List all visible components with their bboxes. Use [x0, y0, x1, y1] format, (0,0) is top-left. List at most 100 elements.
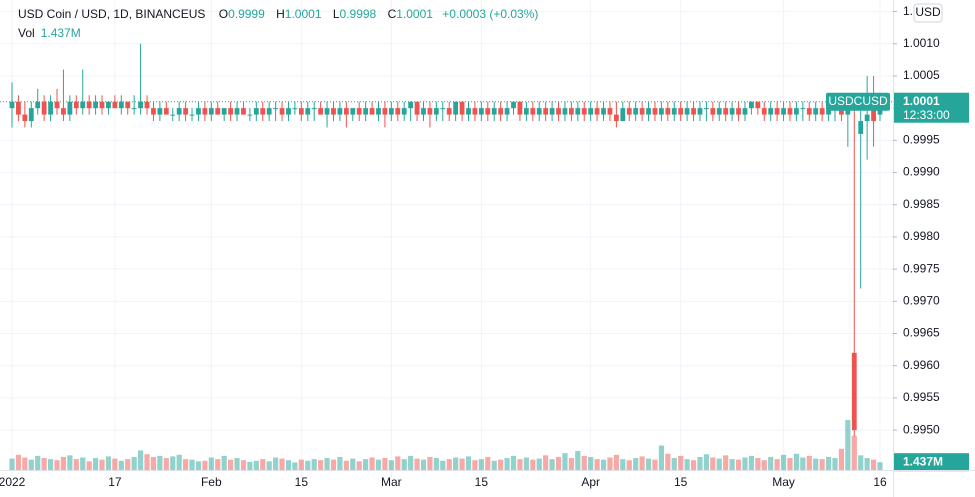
candle-body — [813, 108, 819, 115]
candle-body — [170, 114, 176, 116]
candle-body — [395, 108, 401, 115]
volume-bar — [92, 458, 99, 470]
currency-label: USD — [915, 5, 941, 19]
candle-body — [556, 108, 561, 115]
candle-body — [273, 108, 279, 110]
volume-bar — [176, 454, 182, 470]
candle-body — [208, 108, 214, 115]
x-tick-label: 15 — [295, 475, 309, 489]
candle-body — [839, 108, 844, 115]
candle-body — [48, 101, 53, 115]
volume-badge-label: 1.437M — [903, 454, 943, 468]
symbol-badge — [826, 92, 890, 111]
candle-body — [716, 108, 722, 115]
candle-body — [279, 108, 285, 115]
volume-row: Vol 1.437M — [18, 24, 544, 43]
candle-body — [292, 108, 298, 110]
volume-bar — [787, 458, 793, 470]
volume-bar — [703, 454, 709, 470]
volume-bar — [112, 458, 118, 470]
candle-body — [511, 101, 516, 109]
volume-bar — [568, 458, 574, 470]
volume-bar — [86, 461, 92, 470]
candle-body — [388, 108, 394, 115]
candle-body — [806, 108, 812, 115]
volume-bar — [240, 460, 247, 470]
candle-body — [22, 114, 28, 122]
volume-bar — [183, 459, 189, 470]
volume-bar — [375, 459, 382, 470]
volume-bar — [851, 435, 857, 470]
candle-body — [318, 108, 324, 115]
candle-body — [9, 101, 15, 109]
candle-body — [478, 108, 484, 115]
volume-bar — [305, 460, 311, 470]
candle-body — [671, 108, 677, 115]
volume-bar — [9, 458, 15, 470]
y-tick-label: 0.9985 — [903, 197, 940, 211]
volume-bar — [382, 458, 388, 470]
candle-body — [61, 108, 66, 115]
candle-body — [658, 108, 664, 115]
volume-bar — [67, 455, 73, 470]
x-tick-label: May — [772, 475, 795, 489]
volume-bar — [189, 459, 195, 470]
y-tick-label: 0.9955 — [903, 390, 940, 404]
candle-body — [376, 108, 381, 115]
candle-body — [408, 101, 414, 109]
candle-body — [485, 108, 491, 115]
plot: 2022 17 Feb 15 Mar 15 Apr 15 May 16 — [0, 0, 893, 489]
volume-bar — [273, 457, 279, 470]
volume-value: 1.437M — [40, 26, 81, 40]
volume-bar — [453, 457, 459, 470]
volume-bar — [498, 459, 504, 470]
volume-bar — [60, 456, 67, 470]
candle-body — [601, 108, 606, 115]
candle-body — [433, 108, 439, 115]
candle-body — [697, 108, 703, 115]
y-tick-label: 0.9965 — [903, 326, 940, 340]
price-axis-bg — [893, 0, 975, 497]
candle-body — [787, 108, 793, 115]
volume-bar — [401, 459, 407, 470]
candle-body — [414, 101, 420, 115]
candle-body — [781, 108, 786, 115]
y-tick-label: 0.9980 — [903, 229, 940, 243]
candle-body — [41, 101, 47, 115]
candle-body — [234, 108, 240, 115]
candle-body — [504, 108, 510, 115]
symbol-badge-label: USDCUSD — [828, 94, 888, 108]
candle-body — [196, 108, 201, 115]
volume-bar — [292, 462, 298, 470]
candle-body — [163, 108, 169, 115]
volume-bar — [118, 460, 124, 470]
volume-bar — [665, 453, 671, 470]
volume-bar — [633, 458, 639, 470]
y-tick-label: 0.9960 — [903, 358, 940, 372]
volume-bar — [170, 456, 176, 470]
ohlc-row: USD Coin / USD, 1D, BINANCEUS O0.9999 H1… — [18, 5, 544, 24]
volume-bar — [440, 460, 446, 470]
symbol-title[interactable]: USD Coin / USD, 1D, BINANCEUS — [18, 7, 206, 21]
candle-body — [241, 108, 246, 115]
volume-bar — [690, 460, 697, 470]
volume-bar — [652, 459, 658, 470]
volume-bar — [144, 454, 150, 470]
x-tick-label: Mar — [381, 475, 402, 489]
volume-bar — [710, 457, 716, 470]
candle-body — [86, 101, 92, 109]
candle-body — [228, 108, 234, 115]
volume-bar — [157, 455, 163, 470]
last-price-label: 1.0001 — [903, 94, 940, 108]
volume-bar — [54, 460, 60, 470]
candle-body — [826, 108, 831, 115]
volume-bar — [562, 453, 568, 470]
candle-body — [356, 108, 362, 115]
y-tick-label: 0.9970 — [903, 293, 940, 307]
volume-bar — [472, 460, 478, 470]
volume-bar — [459, 458, 465, 470]
volume-bar — [838, 448, 845, 470]
candle-body — [151, 108, 156, 115]
x-tick-label: Feb — [201, 475, 222, 489]
